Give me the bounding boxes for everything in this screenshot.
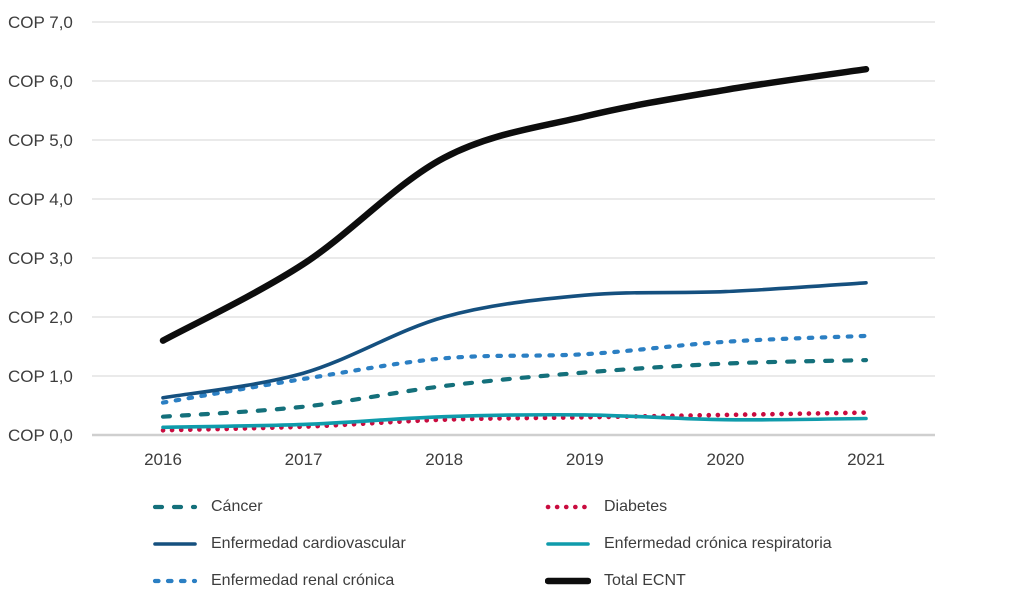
chart-legend: Cáncer Enfermedad cardiovascular Enferme… [152,489,832,599]
legend-swatch-cancer-dashed-line [152,502,198,512]
legend-label-cancer: Cáncer [211,498,263,516]
chart-plot-area: COP 0,0 COP 1,0 COP 2,0 COP 3,0 COP 4,0 COP 5… [8,13,935,469]
legend-item-renal: Enfermedad renal crónica [152,572,545,590]
legend-swatch-diabetes-dotted-line [545,502,591,512]
x-axis-tick-label: 2020 [706,450,744,469]
y-axis-tick-label: COP 4,0 [8,190,73,209]
legend-label-total-ecnt: Total ECNT [604,571,686,589]
legend-swatch-cardiovascular-solid-line [152,539,198,549]
y-axis-tick-label: COP 0,0 [8,426,73,445]
gridlines [92,21,935,437]
legend-item-cardiovascular: Enfermedad cardiovascular [152,535,545,553]
legend-item-cancer: Cáncer [152,498,545,516]
x-axis-tick-labels: 2016 2017 2018 2019 2020 2021 [144,450,885,469]
legend-swatch-total-ecnt-solid-line [545,576,591,586]
x-axis-tick-label: 2016 [144,450,182,469]
series-line-enfermedad-cronica-respiratoria [161,412,868,430]
legend-item-diabetes: Diabetes [545,498,832,516]
series-line-enfermedad-renal-cronica [160,333,869,405]
legend-item-respiratoria: Enfermedad crónica respiratoria [545,535,832,553]
y-axis-tick-label: COP 6,0 [8,72,73,91]
y-axis-tick-label: COP 2,0 [8,308,73,327]
legend-item-total-ecnt: Total ECNT [545,572,832,590]
y-axis-tick-label: COP 5,0 [8,131,73,150]
series-lines [159,65,870,433]
y-axis-tick-label: COP 1,0 [8,367,73,386]
legend-swatch-respiratoria-solid-line [545,539,591,549]
legend-label-respiratoria: Enfermedad crónica respiratoria [604,535,832,553]
legend-label-cardiovascular: Enfermedad cardiovascular [211,535,406,553]
y-axis-tick-label: COP 7,0 [8,13,73,32]
x-axis-tick-label: 2019 [566,450,604,469]
x-axis-tick-label: 2018 [425,450,463,469]
x-axis-tick-label: 2017 [285,450,323,469]
y-axis-tick-label: COP 3,0 [8,249,73,268]
series-line-enfermedad-cardiovascular [161,281,868,400]
y-axis-tick-labels: COP 0,0 COP 1,0 COP 2,0 COP 3,0 COP 4,0 COP 5… [8,13,73,445]
series-line-total-ecnt [159,65,870,344]
legend-label-renal: Enfermedad renal crónica [211,571,395,589]
x-axis-tick-label: 2021 [847,450,885,469]
legend-label-diabetes: Diabetes [604,498,668,516]
legend-swatch-renal-dashed-line [152,576,198,586]
series-line-cancer [160,358,869,419]
